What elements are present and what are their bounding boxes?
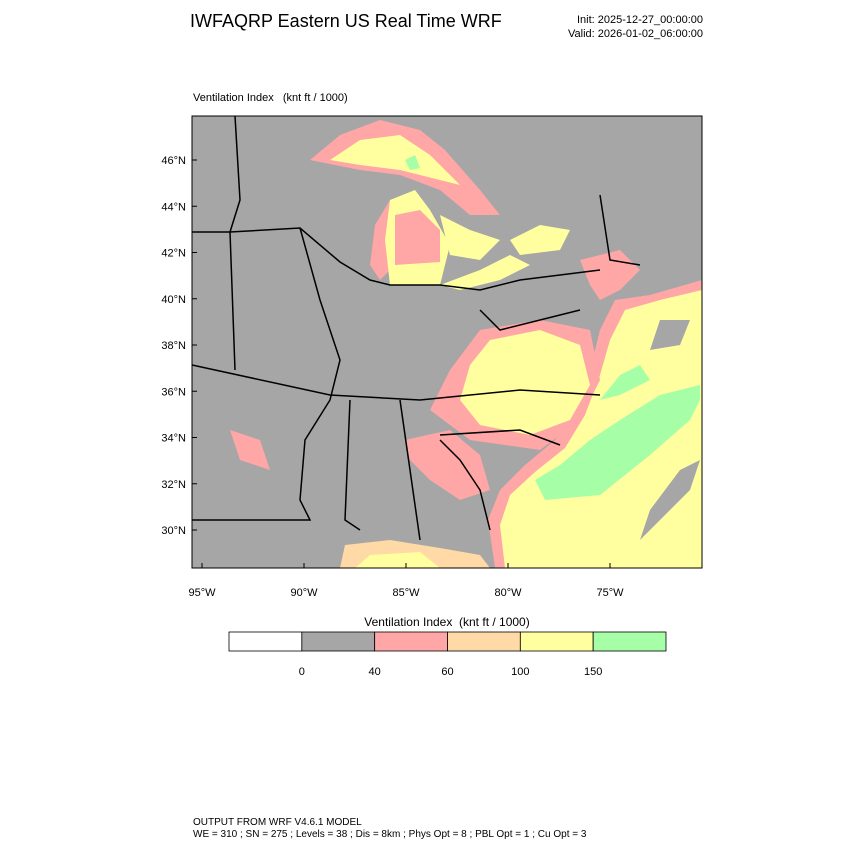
colorbar: 0 40 60 100 150 (228, 631, 667, 678)
ocean-high (535, 385, 700, 500)
virginia (460, 330, 590, 435)
lon-label: 90°W (290, 587, 318, 599)
lake-spot (405, 155, 420, 170)
colorbar-box (447, 631, 521, 652)
footer-line: OUTPUT FROM WRF V4.6.1 MODEL (193, 817, 362, 828)
lon-label: 75°W (596, 587, 624, 599)
colorbar-label: 0 (299, 666, 305, 678)
footer-line: WE = 310 ; SN = 275 ; Levels = 38 ; Dis … (193, 829, 587, 840)
axis-labels: 46°N 44°N 42°N 40°N 38°N 36°N 34°N 32°N 30°N 95°W… (161, 155, 624, 599)
lat-label: 38°N (161, 340, 186, 352)
map-subtitle: Ventilation Index (knt ft / 1000) (193, 92, 348, 104)
lake-erie (440, 255, 530, 290)
ocean-high (600, 365, 650, 400)
ocean-low (640, 460, 700, 540)
lat-label: 34°N (161, 433, 186, 445)
lon-label: 80°W (494, 587, 522, 599)
title: IWFAQRP Eastern US Real Time WRF (190, 11, 502, 31)
map-frame (191, 115, 703, 569)
lat-label: 36°N (161, 386, 186, 398)
georgia (405, 430, 490, 500)
lake-superior (330, 135, 460, 185)
colorbar-box (228, 631, 303, 652)
lat-label: 40°N (161, 294, 186, 306)
colorbar-box (592, 631, 667, 652)
map (191, 115, 703, 569)
colorbar-label: 60 (441, 666, 453, 678)
lat-label: 44°N (161, 201, 186, 213)
colorbar-box (519, 631, 594, 652)
valid-time: Valid: 2026-01-02_06:00:00 (568, 28, 703, 40)
colorbar-label: 150 (584, 666, 602, 678)
colorbar-title: Ventilation Index (knt ft / 1000) (364, 615, 529, 629)
colorbar-label: 100 (511, 666, 529, 678)
lat-label: 32°N (161, 479, 186, 491)
colorbar-box (374, 631, 448, 652)
lon-label: 95°W (188, 587, 216, 599)
canada (500, 116, 702, 200)
ocean-low (650, 320, 690, 350)
gulf (355, 552, 440, 568)
init-time: Init: 2025-12-27_00:00:00 (577, 14, 703, 26)
arkansas (230, 430, 270, 470)
lat-label: 46°N (161, 155, 186, 167)
lake-ontario (510, 225, 570, 255)
lat-label: 30°N (161, 525, 186, 537)
colorbar-label: 40 (369, 666, 381, 678)
borders (192, 116, 641, 541)
michigan-pink (395, 210, 440, 265)
colorbar-box (301, 631, 376, 652)
lon-label: 85°W (392, 587, 420, 599)
lake-huron (440, 215, 500, 260)
lat-label: 42°N (161, 248, 186, 260)
